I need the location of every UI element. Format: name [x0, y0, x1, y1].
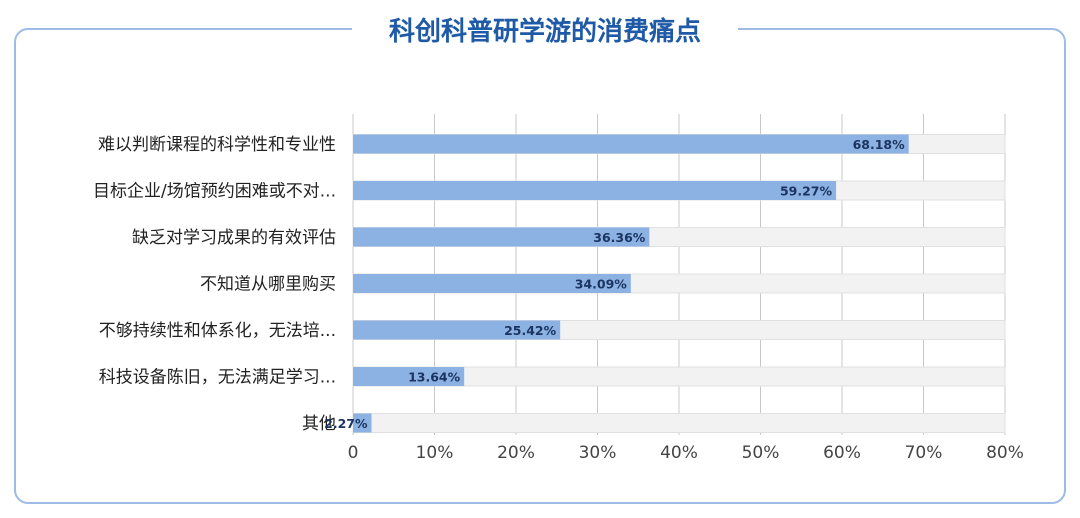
bar	[353, 227, 650, 247]
bars	[353, 134, 909, 433]
category-label: 其他	[302, 414, 336, 434]
x-tick-label: 70%	[905, 443, 943, 463]
title-background: 科创科普研学游的消费痛点	[352, 12, 738, 52]
x-tick-label: 60%	[823, 443, 861, 463]
category-label: 难以判断课程的科学性和专业性	[98, 135, 336, 155]
bar	[353, 181, 837, 200]
data-label: 36.36%	[593, 230, 646, 245]
bar	[353, 413, 372, 433]
bar	[353, 134, 909, 154]
data-label: 68.18%	[853, 137, 906, 152]
chart-title: 科创科普研学游的消费痛点	[388, 17, 701, 47]
bar	[353, 320, 561, 340]
x-tick-label: 10%	[416, 443, 454, 463]
x-tick-label: 40%	[660, 443, 698, 463]
x-tick-label: 30%	[579, 443, 617, 463]
category-label: 不知道从哪里购买	[200, 275, 336, 295]
x-axis-tick-labels: 0 10% 20% 30% 40% 50% 60% 70% 80%	[348, 443, 1024, 463]
data-label: 2.27%	[324, 416, 368, 431]
x-tick-label: 0	[348, 443, 359, 463]
x-tick-label: 20%	[497, 443, 535, 463]
category-label: 缺乏对学习成果的有效评估	[132, 228, 336, 248]
bar	[353, 367, 465, 386]
data-label: 13.64%	[408, 370, 461, 385]
data-label: 25.42%	[504, 323, 557, 338]
bar	[353, 274, 631, 293]
x-tick-label: 50%	[742, 443, 780, 463]
data-labels: 68.18% 59.27% 36.36% 34.09% 25.42% 13.64% 2.27…	[324, 137, 905, 431]
category-label: 科技设备陈旧，无法满足学习...	[99, 368, 336, 388]
category-label: 不够持续性和体系化，无法培...	[99, 321, 336, 341]
category-label: 目标企业/场馆预约困难或不对...	[93, 182, 336, 202]
bar-track	[352, 413, 1006, 433]
x-tick-label: 80%	[986, 443, 1024, 463]
data-label: 59.27%	[780, 184, 833, 199]
data-label: 34.09%	[575, 277, 628, 292]
